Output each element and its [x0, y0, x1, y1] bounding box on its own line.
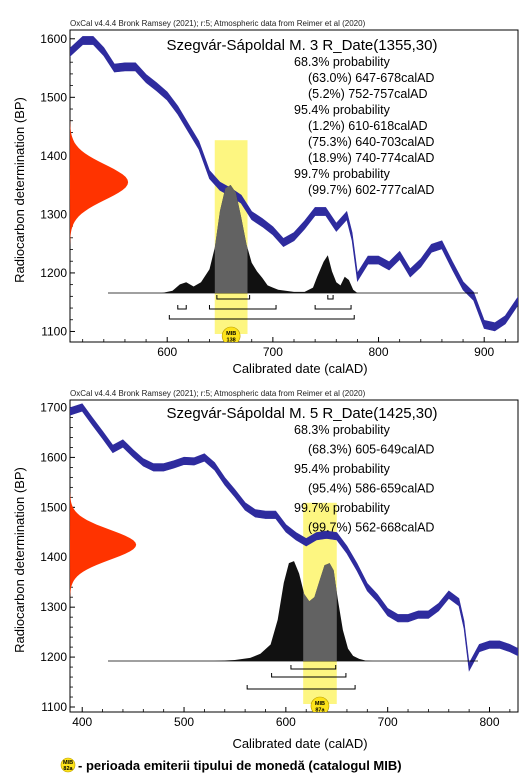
panel-m3-probability-line: (5.2%) 752-757calAD	[308, 87, 428, 101]
panel-m3-mib-badge-top: MIB	[226, 331, 236, 337]
panel-m3-ytick-label-1400: 1400	[40, 149, 67, 163]
panel-m3-bracket-95-4pct-2	[314, 305, 352, 310]
panel-m3-frame	[69, 29, 519, 343]
panel-m3-y-axis-label: Radiocarbon determination (BP)	[12, 97, 27, 283]
panel-m5-mib-badge-icon	[310, 696, 330, 712]
panel-m3: OxCal v4.4.4 Bronk Ramsey (2021); r:5; A…	[12, 19, 519, 376]
panel-m5: OxCal v4.4.4 Bronk Ramsey (2021); r:5; A…	[12, 389, 519, 751]
panel-m3-bracket-68-3pct-1	[327, 295, 334, 300]
panel-m3-ytick-label-1500: 1500	[40, 90, 67, 104]
panel-m5-frame	[69, 399, 519, 713]
panel-m5-xtick-label-400: 400	[72, 715, 92, 729]
panel-m5-ytick-label-1400: 1400	[40, 550, 67, 564]
panel-m5-mib-badge-top: MIB	[315, 701, 325, 707]
panel-m3-ytick-label-1200: 1200	[40, 266, 67, 280]
panel-m3-bracket-95-4pct-1	[208, 305, 277, 310]
panel-m3-bracket-95-4pct-0	[177, 305, 187, 310]
panel-m5-probability-line: (95.4%) 586-659calAD	[308, 482, 434, 496]
panel-m3-calibrated-distribution	[161, 185, 358, 293]
panel-m3-probability-line: (75.3%) 640-703calAD	[308, 135, 434, 149]
panel-m5-calibrated-distribution	[214, 561, 373, 661]
panel-m5-ytick-label-1200: 1200	[40, 650, 67, 664]
panel-m3-xtick-label-600: 600	[157, 345, 177, 359]
panel-m5-probability-line: 99.7% probability	[294, 501, 391, 515]
panel-m3-bracket-99-7pct-0	[168, 315, 355, 320]
panel-m5-probability-list: 68.3% probability (68.3%) 605-649calAD 95.…	[294, 423, 434, 535]
panel-m5-ytick-label-1100: 1100	[41, 700, 67, 714]
panel-m5-coin-period-overlap	[303, 563, 337, 661]
panel-m5-bracket-99-7pct-0	[246, 685, 356, 690]
panel-m3-bracket-68-3pct-0	[216, 295, 251, 300]
panel-m3-probability-line: (99.7%) 602-777calAD	[308, 183, 434, 197]
panel-m5-c14-distribution	[70, 490, 137, 599]
legend-badge-bottom: 82a	[63, 766, 73, 772]
legend-text: - perioada emiterii tipului de monedă (c…	[78, 758, 402, 773]
panel-m3-probability-line: 95.4% probability	[294, 103, 391, 117]
panel-m5-bracket-95-4pct-0	[271, 673, 347, 678]
panel-m5-ytick-label-1600: 1600	[40, 450, 67, 464]
panel-m3-axes: 600 700 800 900 1100 1200 1300 1400 1500 1600	[40, 29, 519, 359]
panel-m3-probability-line: (18.9%) 740-774calAD	[308, 151, 434, 165]
panel-m5-probability-line: 95.4% probability	[294, 462, 391, 476]
panel-m3-ytick-label-1600: 1600	[40, 32, 67, 46]
panel-m3-title: Szegvár-Sápoldal M. 3 R_Date(1355,30)	[167, 37, 438, 54]
panel-m5-mib-badge-bottom: 87a	[315, 708, 325, 714]
panel-m5-ytick-label-1300: 1300	[40, 600, 67, 614]
panel-m3-mib-badge-bottom: 138	[227, 338, 236, 344]
panel-m3-c14-distribution	[70, 119, 129, 246]
panel-m5-ytick-label-1700: 1700	[40, 400, 67, 414]
panel-m5-xtick-label-600: 600	[276, 715, 296, 729]
panel-m3-probability-line: (1.2%) 610-618calAD	[308, 119, 428, 133]
panel-m5-ytick-label-1500: 1500	[40, 500, 67, 514]
panel-m3-xtick-label-900: 900	[474, 345, 494, 359]
legend: MIB 82a - perioada emiterii tipului de m…	[60, 757, 402, 773]
panel-m5-probability-line: (68.3%) 605-649calAD	[308, 443, 434, 457]
panel-m5-title: Szegvár-Sápoldal M. 5 R_Date(1425,30)	[167, 405, 438, 422]
legend-badge-top: MIB	[63, 760, 73, 766]
panel-m5-xtick-label-500: 500	[174, 715, 194, 729]
panel-m3-xtick-label-800: 800	[369, 345, 389, 359]
panel-m3-probability-list: 68.3% probability (63.0%) 647-678calAD (5.…	[294, 55, 434, 197]
panel-m5-bracket-68-3pct-0	[290, 665, 337, 670]
panel-m3-probability-line: 99.7% probability	[294, 167, 391, 181]
panel-m3-probability-line: (63.0%) 647-678calAD	[308, 71, 434, 85]
panel-m3-calibration-curve	[70, 36, 518, 332]
panel-m5-header: OxCal v4.4.4 Bronk Ramsey (2021); r:5; A…	[70, 389, 366, 398]
panel-m3-x-axis-label: Calibrated date (calAD)	[232, 361, 367, 376]
panel-m5-xtick-label-700: 700	[378, 715, 398, 729]
panel-m3-ytick-label-1100: 1100	[41, 324, 67, 338]
panel-m5-xtick-label-800: 800	[479, 715, 499, 729]
panel-m3-ytick-label-1300: 1300	[40, 207, 67, 221]
panel-m5-calibration-curve	[70, 403, 518, 672]
panel-m3-probability-line: 68.3% probability	[294, 55, 391, 69]
panel-m5-x-axis-label: Calibrated date (calAD)	[232, 736, 367, 751]
panel-m3-header: OxCal v4.4.4 Bronk Ramsey (2021); r:5; A…	[70, 19, 366, 28]
legend-coin-badge-icon	[60, 757, 76, 773]
panel-m5-probability-line: (99.7%) 562-668calAD	[308, 521, 434, 535]
panel-m3-xtick-label-700: 700	[263, 345, 283, 359]
panel-m5-probability-line: 68.3% probability	[294, 423, 391, 437]
panel-m3-mib-badge-icon	[221, 326, 241, 342]
panel-m5-y-axis-label: Radiocarbon determination (BP)	[12, 467, 27, 653]
panel-m3-coin-period-overlap	[214, 185, 248, 293]
